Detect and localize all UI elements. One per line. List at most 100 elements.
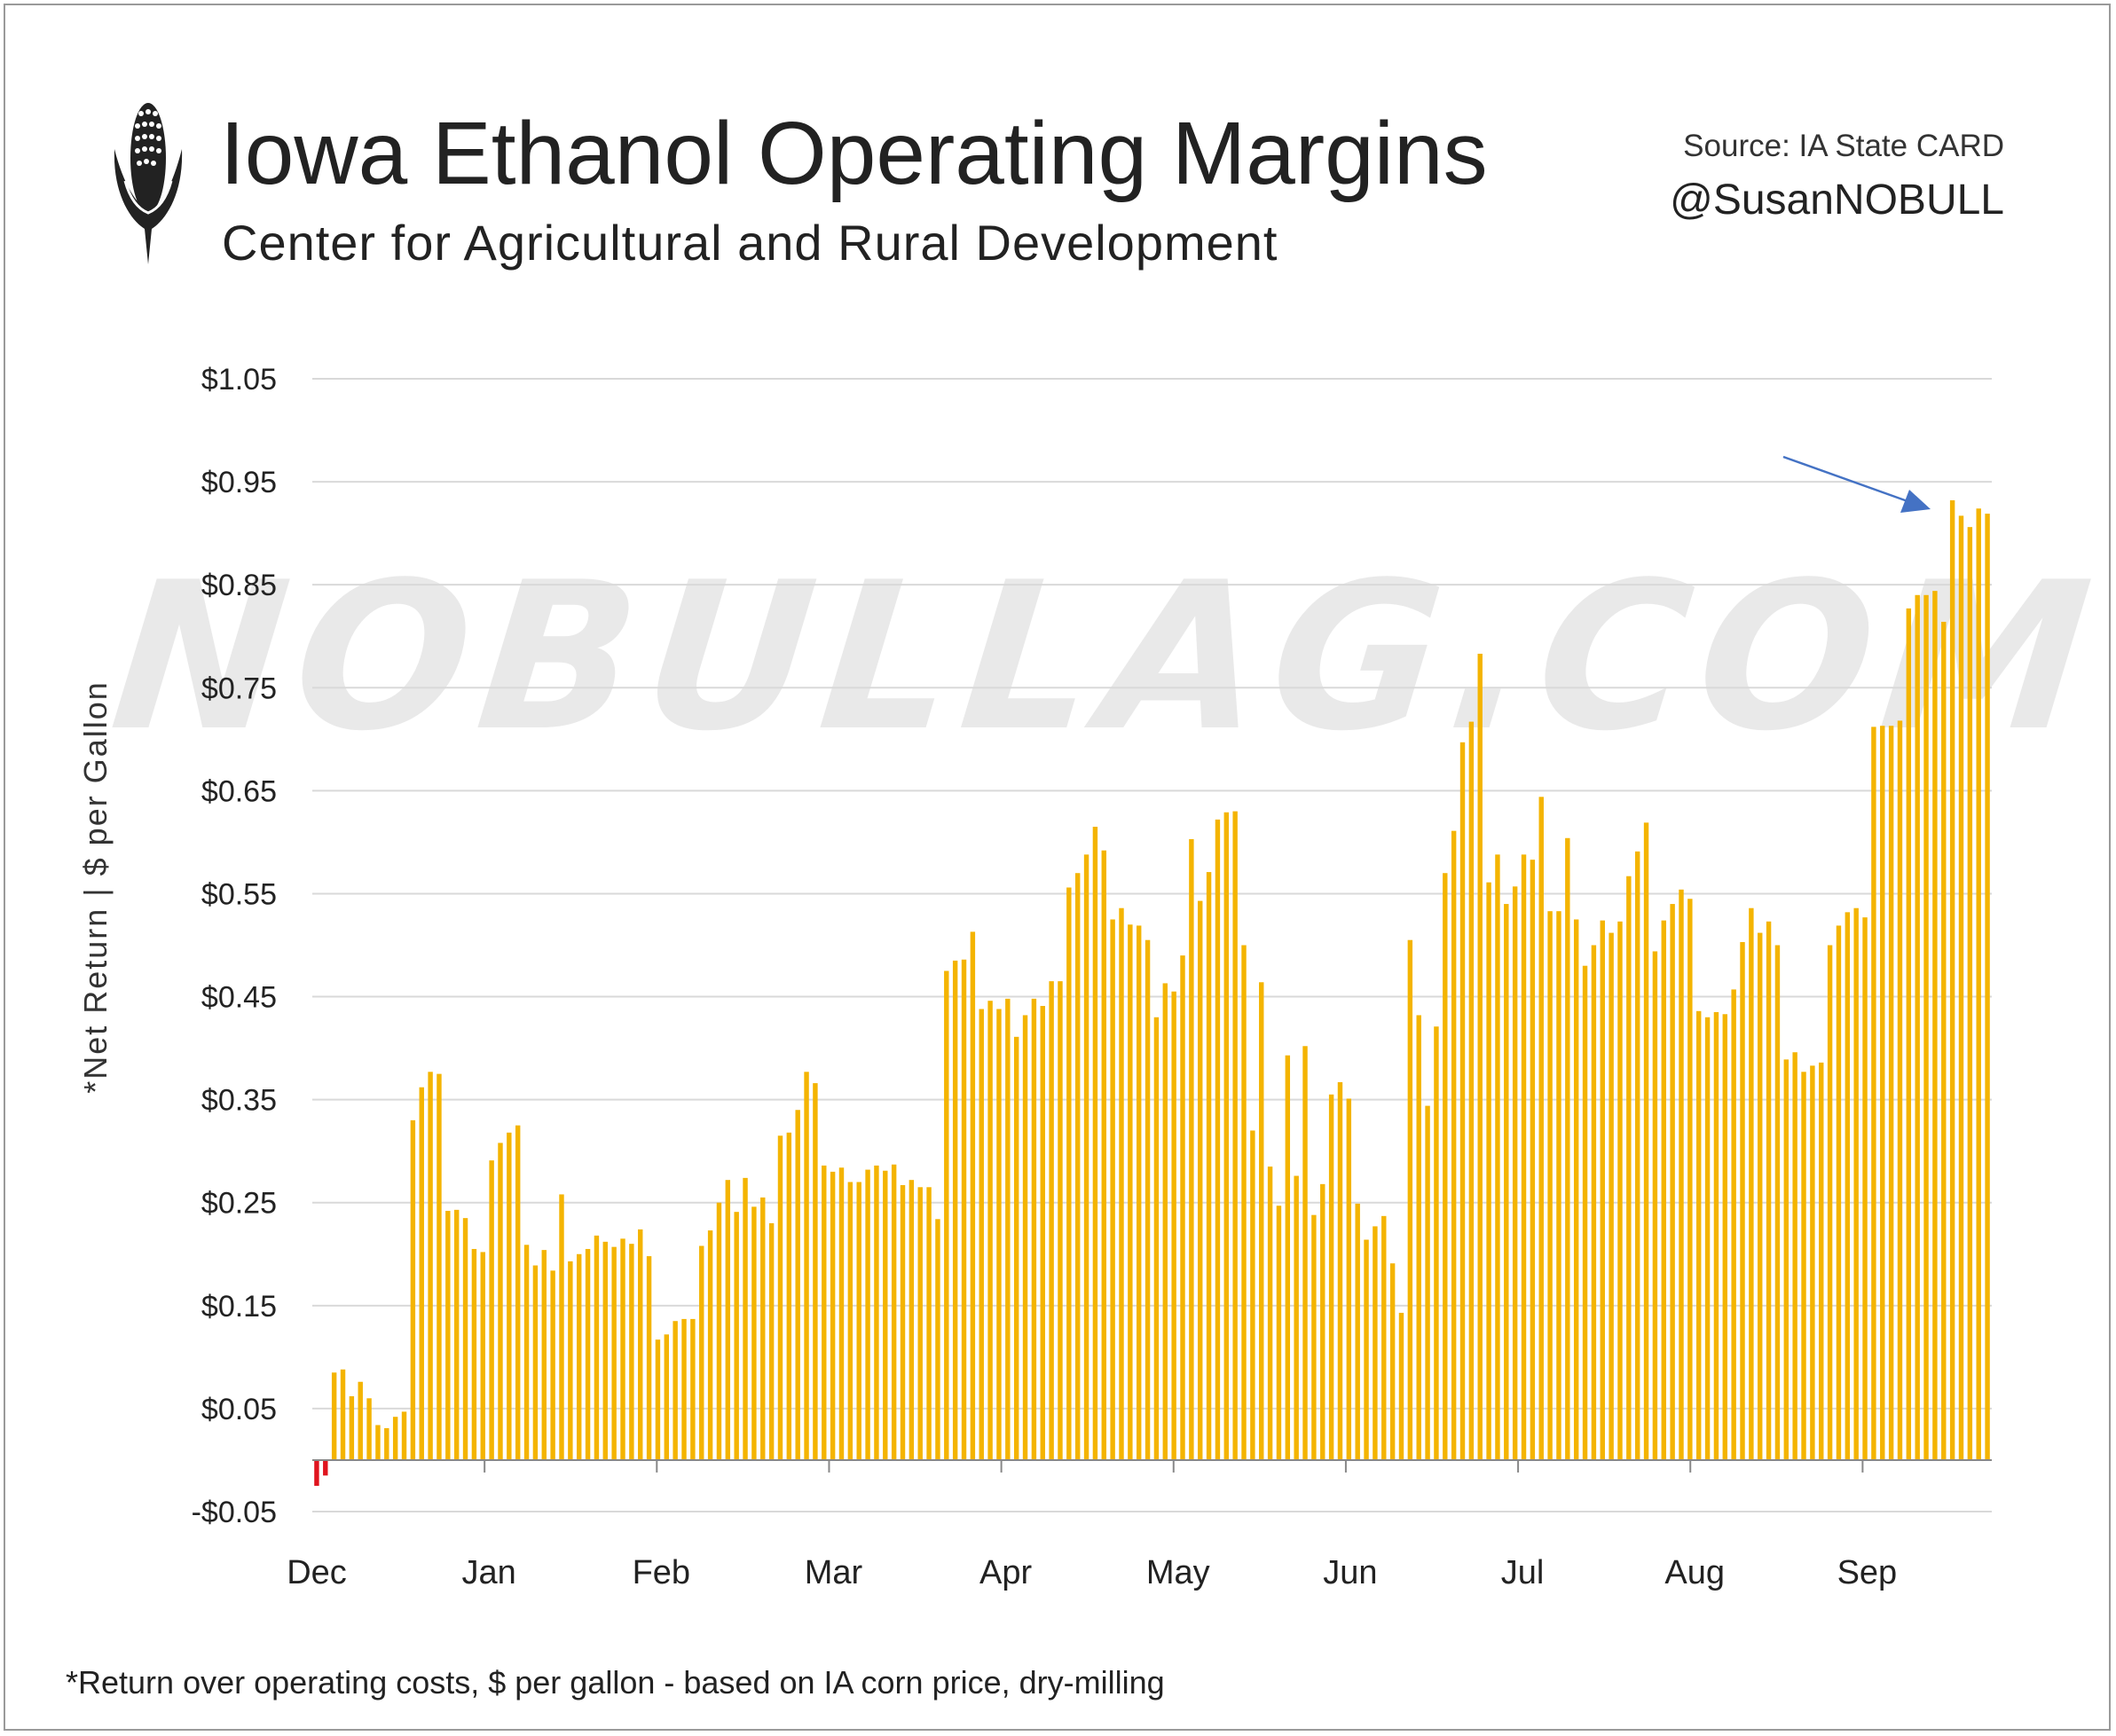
bar <box>1976 508 1981 1460</box>
arrow-head <box>1900 490 1931 513</box>
bar <box>716 1202 722 1460</box>
bar <box>926 1187 932 1460</box>
bar <box>1827 945 1833 1460</box>
y-tick-label: $0.25 <box>201 1187 277 1221</box>
bar <box>419 1087 424 1460</box>
bar <box>1250 1130 1255 1460</box>
bar <box>1232 811 1238 1460</box>
bar <box>1801 1072 1806 1460</box>
x-tick-label: Mar <box>805 1554 863 1591</box>
bar <box>1949 499 1955 1460</box>
bar <box>1766 921 1772 1460</box>
bar <box>1092 827 1098 1460</box>
corn-icon <box>114 103 183 264</box>
x-tick-label: Jan <box>462 1554 516 1591</box>
bar <box>1215 819 1221 1460</box>
bar <box>1425 1105 1430 1460</box>
bar <box>392 1417 398 1460</box>
bar <box>1652 951 1658 1460</box>
bar <box>1355 1203 1360 1460</box>
bar <box>1985 514 1990 1460</box>
bar <box>952 960 958 1460</box>
bar <box>1223 812 1230 1460</box>
bar <box>498 1143 503 1460</box>
bar <box>1110 919 1115 1460</box>
bar <box>515 1125 521 1460</box>
grid-lines <box>312 378 1992 1512</box>
bar <box>507 1132 512 1460</box>
bar <box>638 1229 643 1460</box>
page-title: Iowa Ethanol Operating Margins <box>220 104 1488 203</box>
bar <box>620 1238 625 1460</box>
bar <box>822 1165 827 1460</box>
annotation-arrow <box>1782 455 1931 513</box>
bar <box>1373 1226 1378 1460</box>
x-tick-label: Jun <box>1323 1554 1377 1591</box>
x-tick-label: Apr <box>979 1554 1032 1591</box>
bar <box>340 1369 346 1460</box>
bar <box>760 1197 766 1460</box>
bar <box>1845 912 1851 1460</box>
bar <box>375 1425 381 1460</box>
bar <box>1923 594 1929 1460</box>
bar <box>935 1219 940 1460</box>
bar <box>883 1170 888 1460</box>
bar <box>1337 1081 1343 1460</box>
bar <box>804 1072 809 1460</box>
bar <box>944 970 949 1460</box>
bar <box>1704 1017 1711 1460</box>
bar-series <box>314 499 1990 1486</box>
bar <box>917 1187 923 1460</box>
bar <box>445 1211 451 1460</box>
bar <box>1389 1263 1396 1460</box>
bar <box>568 1261 573 1460</box>
bar <box>646 1256 652 1460</box>
bar <box>1670 904 1675 1460</box>
y-tick-label: $0.65 <box>201 774 277 808</box>
bar <box>673 1321 678 1460</box>
bar <box>453 1209 460 1460</box>
bar <box>1137 925 1142 1460</box>
bar <box>1810 1065 1815 1460</box>
bar <box>1819 1062 1824 1460</box>
bar <box>1774 945 1781 1460</box>
bar <box>1013 1036 1019 1460</box>
bar <box>734 1212 739 1460</box>
bar <box>1153 1017 1160 1460</box>
bar <box>1661 920 1666 1460</box>
x-tick-label: Jul <box>1501 1554 1545 1591</box>
bar <box>1626 876 1632 1460</box>
bar <box>874 1165 879 1460</box>
bar <box>1145 939 1151 1460</box>
x-tick-label: Dec <box>287 1554 347 1591</box>
bar <box>1294 1175 1299 1460</box>
bar <box>1259 982 1264 1460</box>
bar <box>1459 742 1466 1460</box>
bar <box>1915 594 1920 1460</box>
bar <box>1171 991 1176 1460</box>
bar <box>1276 1206 1282 1460</box>
y-tick-label: $0.95 <box>201 466 277 499</box>
bar <box>1005 998 1011 1460</box>
bar <box>1180 955 1185 1460</box>
bar <box>428 1072 433 1460</box>
bar <box>1836 925 1842 1460</box>
source-label: Source: IA State CARD <box>1683 129 2004 163</box>
bar <box>323 1459 328 1476</box>
bar <box>1504 904 1509 1460</box>
bar <box>743 1177 748 1460</box>
bar <box>611 1246 617 1460</box>
arrow-line <box>1782 455 1908 503</box>
bar <box>1022 1015 1028 1460</box>
bar <box>961 959 967 1460</box>
bar <box>699 1245 704 1460</box>
bar <box>1302 1046 1308 1460</box>
bar <box>602 1241 608 1460</box>
bar <box>1556 911 1561 1460</box>
bar <box>777 1135 783 1460</box>
bar <box>1888 726 1894 1460</box>
bar <box>795 1110 800 1460</box>
bar <box>523 1245 530 1460</box>
bar <box>331 1372 337 1460</box>
bar <box>1162 983 1168 1460</box>
